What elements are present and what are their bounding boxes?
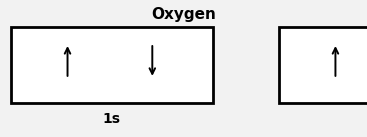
Bar [279,27,367,103]
Text: 1s: 1s [103,112,121,126]
Text: Oxygen: Oxygen [151,7,216,22]
Bar [11,27,213,103]
